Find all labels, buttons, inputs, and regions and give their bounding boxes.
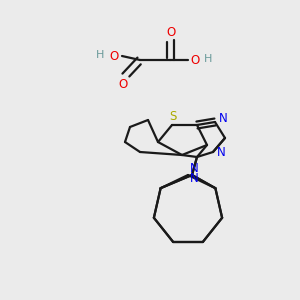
Text: H: H: [96, 50, 104, 60]
Text: H: H: [204, 54, 212, 64]
Text: N: N: [190, 172, 198, 185]
Text: O: O: [110, 50, 118, 62]
Text: N: N: [190, 163, 198, 176]
Text: O: O: [167, 26, 176, 38]
Text: N: N: [219, 112, 227, 125]
Text: N: N: [217, 146, 225, 160]
Text: S: S: [169, 110, 177, 122]
Text: O: O: [118, 77, 127, 91]
Text: O: O: [190, 53, 200, 67]
